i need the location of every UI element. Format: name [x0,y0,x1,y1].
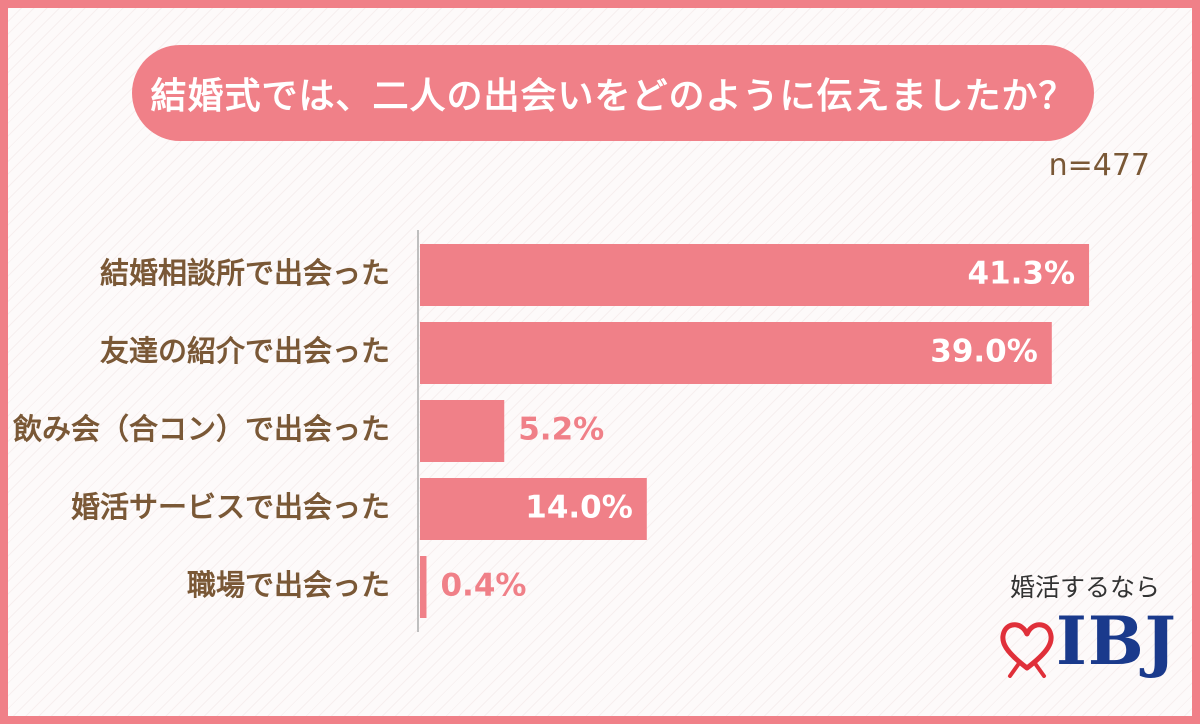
value-label: 14.0% [525,490,633,526]
chart-title: 結婚式では、二人の出会いをどのように伝えましたか？ [132,45,1094,141]
logo-tagline: 婚活するなら [1010,573,1161,602]
value-label: 41.3% [968,256,1076,292]
category-label: 飲み会（合コン）で出会った [13,412,390,446]
bar [420,478,647,540]
value-label: 0.4% [440,568,526,604]
category-label: 婚活サービスで出会った [71,490,390,524]
bar-chart: 結婚相談所で出会った 41.3% 友達の紹介で出会った 39.0% 飲み会（合コン）で出… [13,230,1090,632]
bar [420,556,427,618]
logo-wordmark: IBJ [1056,602,1177,680]
bar [420,244,1090,306]
category-label: 友達の紹介で出会った [100,334,390,368]
category-label: 職場で出会った [187,568,390,602]
bar [420,322,1052,384]
bar [420,400,505,462]
category-label: 結婚相談所で出会った [100,256,390,290]
value-label: 5.2% [518,412,604,448]
value-label: 39.0% [930,334,1038,370]
ibj-logo: 婚活するなら IBJ [998,568,1176,698]
sample-size: n=477 [1048,148,1150,183]
heart-icon [1000,622,1054,678]
